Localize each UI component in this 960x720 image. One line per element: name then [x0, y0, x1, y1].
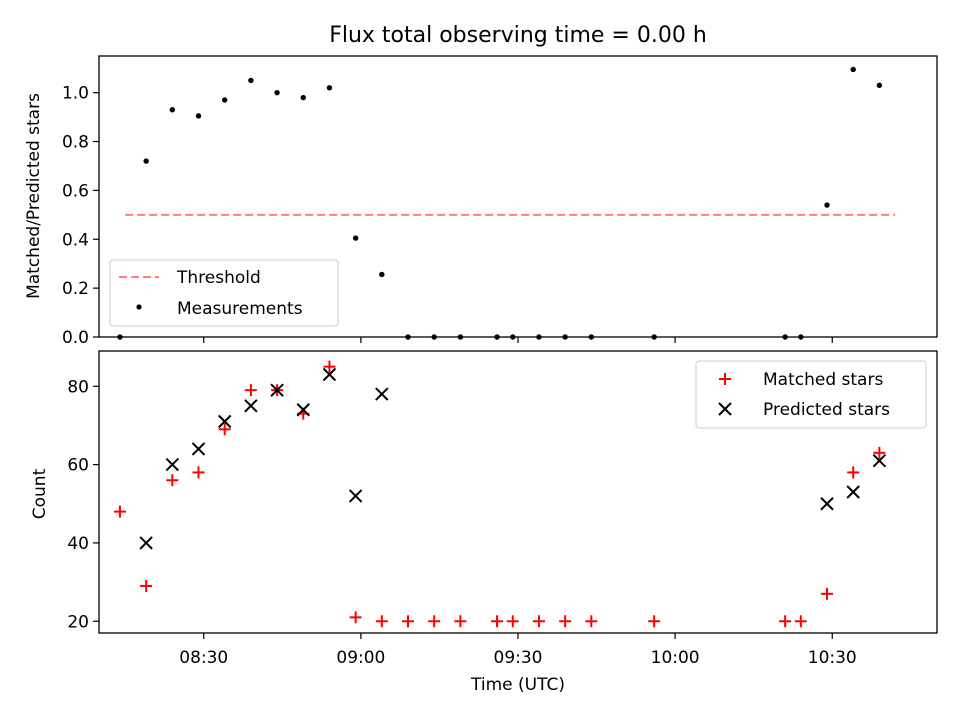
ratio-panel-frame — [98, 55, 938, 338]
matched-star-point — [779, 615, 792, 628]
matched-star-point — [559, 615, 572, 628]
matched-star-point — [794, 615, 807, 628]
predicted-star-point — [244, 399, 258, 413]
matched-star-point — [244, 384, 257, 397]
predicted-star-point — [191, 442, 206, 456]
measurement-point — [300, 94, 306, 101]
predicted-star-point — [165, 457, 180, 472]
legend-predicted-swatch — [718, 402, 732, 416]
count-panel-frame — [98, 350, 938, 634]
legend-matched-label: Matched stars — [763, 370, 883, 390]
predicted-star-point — [296, 403, 310, 417]
matched-star-point — [648, 615, 661, 628]
time-x-tick-label: 09:30 — [494, 648, 543, 668]
matched-star-point — [402, 615, 415, 628]
ratio-y-tick-label: 0.6 — [62, 181, 89, 201]
matched-star-point — [428, 615, 441, 628]
count-legend: Matched stars Predicted stars — [695, 360, 927, 429]
matched-star-point — [454, 615, 467, 628]
count-y-tick-label: 80 — [67, 377, 89, 397]
predicted-star-point — [139, 536, 153, 550]
ratio-y-tick-label: 0.4 — [62, 230, 89, 250]
ratio-panel: 0.0 0.2 0.4 0.6 0.8 1.0 Matched/Predicted sta… — [24, 55, 938, 348]
measurement-point — [274, 89, 280, 96]
legend-threshold-label: Threshold — [176, 268, 261, 288]
time-x-tick-label: 08:30 — [179, 648, 228, 668]
predicted-star-point — [872, 453, 887, 468]
ratio-y-tick-label: 0.2 — [62, 279, 89, 299]
time-x-tick-label: 10:00 — [651, 648, 700, 668]
predicted-star-point — [270, 383, 284, 397]
matched-star-point — [166, 474, 179, 487]
ratio-y-tick-label: 0.8 — [62, 133, 89, 153]
matched-star-point — [349, 611, 362, 624]
ratio-y-axis-label: Matched/Predicted stars — [24, 93, 44, 299]
predicted-star-point — [348, 489, 363, 503]
legend-matched-swatch — [719, 373, 731, 385]
matched-star-point — [113, 505, 126, 518]
measurement-point — [169, 107, 176, 113]
predicted-star-point — [820, 497, 834, 511]
matched-star-point — [218, 423, 231, 436]
time-x-tick-label: 10:30 — [808, 648, 857, 668]
measurement-point — [876, 82, 883, 89]
ratio-y-tick-label: 1.0 — [62, 84, 89, 104]
chart-title: Flux total observing time = 0.00 h — [329, 23, 707, 48]
predicted-star-point — [846, 485, 860, 499]
predicted-star-point — [217, 414, 232, 429]
count-legend-box — [695, 360, 927, 429]
matched-star-point — [821, 587, 834, 600]
legend-measurements-swatch — [136, 304, 142, 310]
measurement-point — [248, 77, 254, 84]
matched-star-point — [873, 446, 886, 459]
predicted-star-point — [375, 387, 389, 401]
count-y-tick-label: 40 — [67, 534, 89, 554]
ratio-legend: Threshold Measurements — [109, 259, 339, 327]
matched-star-point — [585, 615, 598, 628]
measurement-point — [222, 97, 228, 103]
count-y-tick-label: 60 — [67, 456, 89, 476]
matched-star-point — [192, 466, 205, 479]
measurement-point — [824, 202, 830, 208]
measurement-point — [326, 85, 333, 91]
matched-star-point — [491, 615, 504, 628]
matched-star-point — [532, 615, 545, 628]
ratio-y-tick-label: 0.0 — [62, 328, 89, 348]
count-y-tick-label: 20 — [67, 612, 89, 632]
matched-star-point — [506, 615, 519, 628]
matched-star-point — [847, 466, 860, 479]
time-x-tick-label: 09:00 — [336, 648, 385, 668]
legend-predicted-label: Predicted stars — [763, 400, 890, 420]
measurement-point — [850, 66, 856, 73]
matched-star-point — [323, 360, 336, 373]
ratio-legend-box — [109, 259, 339, 327]
count-y-axis-label: Count — [30, 468, 50, 519]
measurement-point — [143, 158, 149, 164]
matched-star-point — [140, 580, 153, 592]
legend-measurements-label: Measurements — [177, 299, 303, 319]
measurement-point — [379, 271, 385, 278]
measurement-point — [352, 235, 359, 241]
measurement-point — [195, 113, 202, 119]
time-x-axis-label: Time (UTC) — [470, 675, 565, 695]
predicted-star-point — [322, 367, 337, 382]
matched-star-point — [375, 615, 388, 628]
